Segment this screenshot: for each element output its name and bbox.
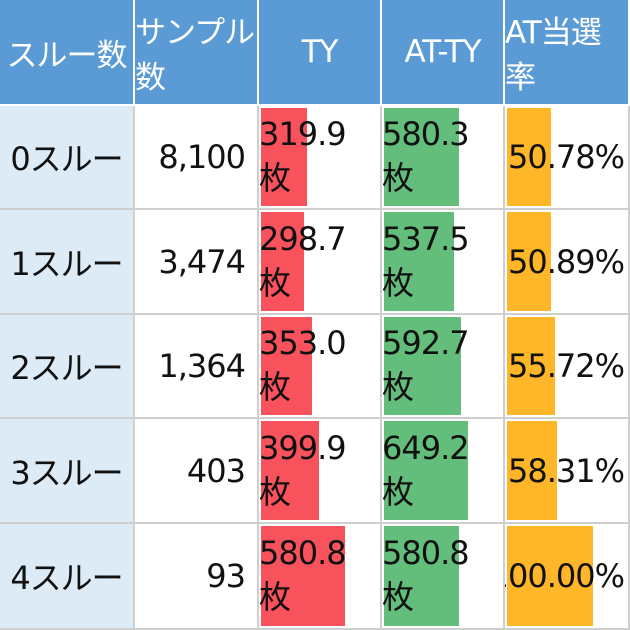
at-ty-value: 580.3枚 [382,115,470,197]
at-ty-bar [384,526,459,626]
rate-cell: 100.00% [505,524,630,630]
at-ty-cell: 580.8枚 [382,524,505,630]
row-label: 4スルー [0,524,135,630]
ty-cell: 580.8枚 [259,524,382,630]
header-at-rate: AT当選率 [505,0,630,106]
header-sample-count: サンプル数 [135,0,259,106]
at-ty-bar [384,212,454,311]
header-at-ty: AT-TY [382,0,505,106]
ty-bar [261,317,312,415]
rate-bar [507,317,555,415]
ty-bar [261,421,319,520]
ty-value: 399.9枚 [259,428,347,511]
rate-bar [507,108,551,206]
row-label: 1スルー [0,210,135,315]
header-through-count: スルー数 [0,0,135,106]
at-ty-cell: 649.2枚 [382,419,505,524]
ty-value: 353.0枚 [259,324,347,406]
ty-bar [261,108,307,206]
rate-value: 100.00% [505,557,625,595]
rate-cell: 58.31% [505,419,630,524]
header-ty: TY [259,0,382,106]
at-ty-value: 592.7枚 [382,324,470,406]
ty-cell: 353.0枚 [259,315,382,419]
row-label: 3スルー [0,419,135,524]
rate-cell: 50.89% [505,210,630,315]
row-label: 0スルー [0,106,135,210]
sample-count: 3,474 [135,210,259,315]
at-ty-cell: 592.7枚 [382,315,505,419]
at-ty-cell: 580.3枚 [382,106,505,210]
ty-cell: 298.7枚 [259,210,382,315]
rate-value: 50.89% [507,242,625,281]
rate-value: 58.31% [507,451,625,490]
ty-cell: 319.9枚 [259,106,382,210]
rate-bar [507,526,593,626]
rate-cell: 50.78% [505,106,630,210]
sample-count: 1,364 [135,315,259,419]
ty-bar [261,212,304,311]
ty-value: 319.9枚 [259,115,347,197]
at-ty-cell: 537.5枚 [382,210,505,315]
sample-count: 8,100 [135,106,259,210]
at-ty-value: 649.2枚 [382,428,470,511]
rate-bar [507,212,551,311]
rate-bar [507,421,557,520]
ty-bar [261,526,345,626]
at-ty-bar [384,317,461,415]
ty-value: 580.8枚 [259,534,347,616]
at-ty-bar [384,421,468,520]
ty-value: 298.7枚 [259,219,347,302]
at-ty-value: 580.8枚 [382,534,470,616]
ty-cell: 399.9枚 [259,419,382,524]
rate-cell: 55.72% [505,315,630,419]
row-label: 2スルー [0,315,135,419]
sample-count: 93 [135,524,259,630]
at-ty-bar [384,108,459,206]
sample-count: 403 [135,419,259,524]
rate-value: 50.78% [507,138,625,176]
at-ty-value: 537.5枚 [382,219,470,302]
rate-value: 55.72% [507,347,625,385]
